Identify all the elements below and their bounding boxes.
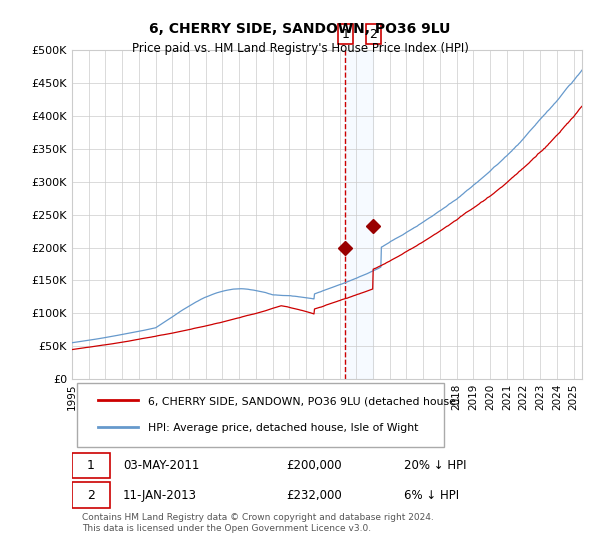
Text: £232,000: £232,000 [286,488,342,502]
Text: 20% ↓ HPI: 20% ↓ HPI [404,459,466,472]
Text: HPI: Average price, detached house, Isle of Wight: HPI: Average price, detached house, Isle… [149,423,419,433]
Text: 03-MAY-2011: 03-MAY-2011 [123,459,199,472]
Text: 6, CHERRY SIDE, SANDOWN, PO36 9LU (detached house): 6, CHERRY SIDE, SANDOWN, PO36 9LU (detac… [149,396,461,407]
Text: £200,000: £200,000 [286,459,342,472]
Text: 2: 2 [370,27,377,40]
FancyBboxPatch shape [72,483,110,507]
Text: 11-JAN-2013: 11-JAN-2013 [123,488,197,502]
Bar [345,50,373,379]
Text: 6% ↓ HPI: 6% ↓ HPI [404,488,458,502]
Text: 1: 1 [341,27,349,40]
Text: 2: 2 [87,488,95,502]
FancyBboxPatch shape [77,383,444,446]
Text: Price paid vs. HM Land Registry's House Price Index (HPI): Price paid vs. HM Land Registry's House … [131,42,469,55]
Text: Contains HM Land Registry data © Crown copyright and database right 2024.
This d: Contains HM Land Registry data © Crown c… [82,514,434,533]
Text: 1: 1 [87,459,95,472]
FancyBboxPatch shape [72,453,110,478]
Text: 6, CHERRY SIDE, SANDOWN, PO36 9LU: 6, CHERRY SIDE, SANDOWN, PO36 9LU [149,22,451,36]
